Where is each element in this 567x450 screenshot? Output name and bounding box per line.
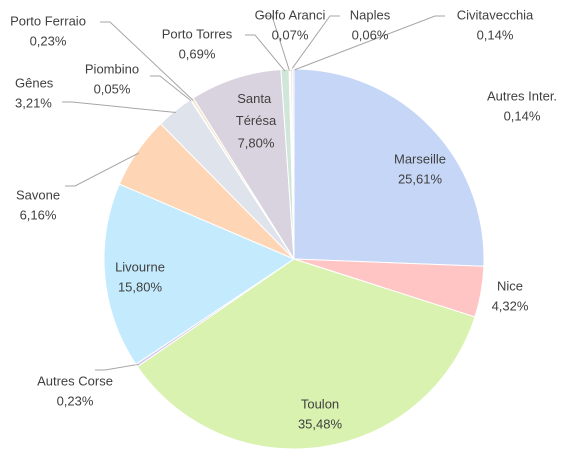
slice-label: Piombino xyxy=(85,61,139,76)
value-label: 25,61% xyxy=(398,171,443,186)
slice-label: Gênes xyxy=(15,75,54,90)
value-label: 0,23% xyxy=(30,33,67,48)
slice-label: Marseille xyxy=(394,151,446,166)
slice-label: Santa Térésa xyxy=(236,91,277,128)
slice-label: Nice xyxy=(497,278,523,293)
leader-line xyxy=(95,363,139,371)
leader-line xyxy=(291,15,445,72)
pie-slice xyxy=(293,68,485,267)
slice-label: Autres Inter. xyxy=(487,88,557,103)
slice-label: Livourne xyxy=(115,259,165,274)
leader-line xyxy=(100,21,194,101)
value-label: 0,07% xyxy=(272,27,309,42)
value-label: 0,06% xyxy=(352,27,389,42)
value-label: 0,05% xyxy=(94,81,131,96)
value-label: 0,69% xyxy=(179,46,216,61)
slice-label: Golfo Aranci xyxy=(255,7,326,22)
pie-slice xyxy=(291,68,295,260)
leader-line xyxy=(289,15,340,72)
value-label: 0,23% xyxy=(57,393,94,408)
leader-line xyxy=(262,15,291,72)
pie-slice xyxy=(192,68,295,260)
slice-label: Civitavecchia xyxy=(457,7,534,22)
value-label: 7,80% xyxy=(238,135,275,150)
leader-line xyxy=(65,152,139,187)
slice-label: Savone xyxy=(16,187,60,202)
value-label: 15,80% xyxy=(118,279,163,294)
value-label: 4,32% xyxy=(492,298,529,313)
value-label: 0,14% xyxy=(504,108,541,123)
slice-label: Porto Ferraio xyxy=(10,13,86,28)
leader-line xyxy=(62,101,177,114)
value-label: 35,48% xyxy=(298,416,343,431)
value-label: 0,14% xyxy=(477,27,514,42)
pie-slice xyxy=(136,258,476,450)
slice-label: Porto Torres xyxy=(162,26,233,41)
pie-slice xyxy=(103,183,296,366)
value-label: 6,16% xyxy=(20,207,57,222)
slice-label: Autres Corse xyxy=(37,373,113,388)
leader-line xyxy=(245,34,286,72)
value-label: 3,21% xyxy=(15,95,52,110)
leader-line xyxy=(150,75,193,102)
slice-label: Naples xyxy=(350,7,391,22)
slice-label: Toulon xyxy=(301,396,339,411)
